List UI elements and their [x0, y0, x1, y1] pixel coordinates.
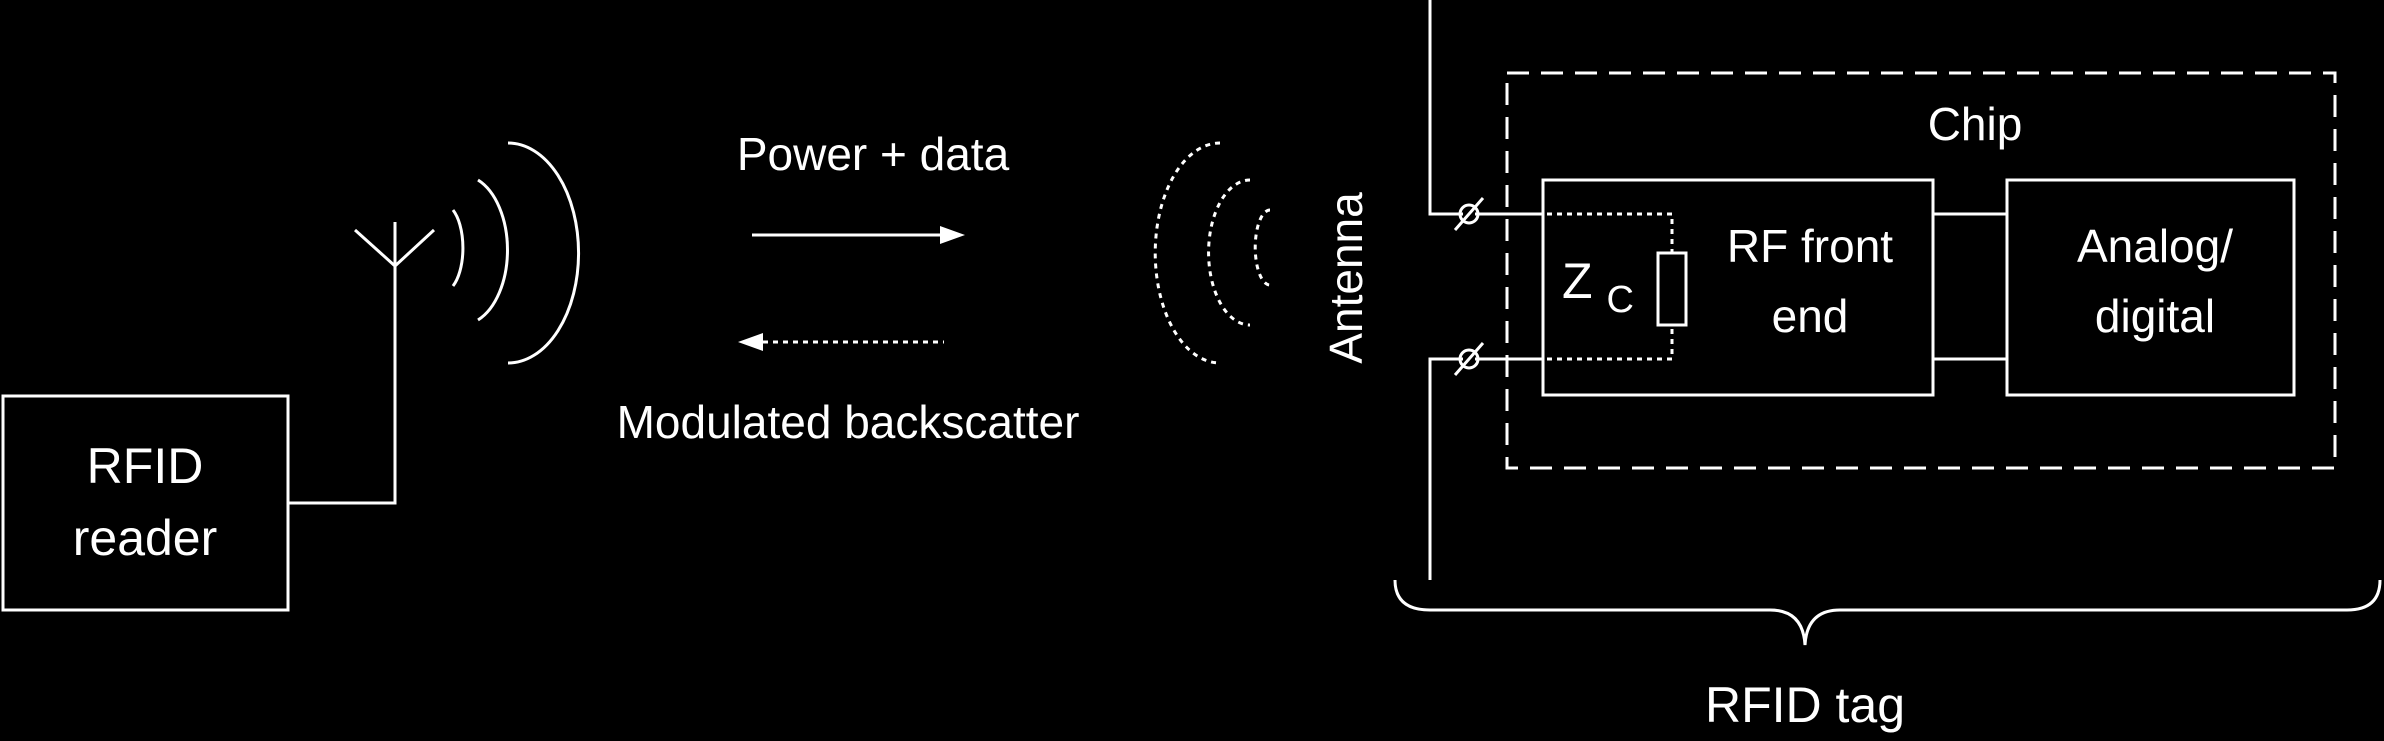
forward-link-label: Power + data [737, 128, 1010, 180]
tag-label: RFID tag [1705, 677, 1905, 733]
upper-terminal-icon [1453, 197, 1485, 231]
tag-brace-icon [1393, 579, 2382, 646]
analog-digital-label-line1: Analog/ [2077, 220, 2233, 272]
rf-to-digital-links [1933, 212, 2007, 361]
reader-antenna-icon [288, 222, 436, 505]
tag-antenna-leads [1428, 0, 1543, 580]
reader-waves-icon [451, 141, 581, 365]
impedance-label: Z C [1562, 253, 1634, 321]
return-link-label: Modulated backscatter [617, 396, 1080, 448]
rf-front-end-label-line1: RF front [1727, 220, 1893, 272]
rf-front-end-label-line2: end [1772, 290, 1849, 342]
lower-terminal-icon [1453, 342, 1485, 376]
chip-impedance-icon [1487, 212, 1688, 361]
impedance-symbol: Z [1562, 253, 1593, 309]
tag-waves-icon [1153, 141, 1271, 365]
impedance-subscript: C [1606, 279, 1633, 321]
return-arrow-icon [738, 333, 944, 351]
rf-front-end-box [1541, 178, 1935, 397]
reader-label-line1: RFID [87, 438, 204, 494]
chip-boundary [1505, 71, 2337, 470]
reader-label-line2: reader [73, 510, 218, 566]
reader-box [1, 394, 290, 612]
analog-digital-label-line2: digital [2095, 290, 2215, 342]
analog-digital-box [2005, 178, 2296, 397]
forward-arrow-icon [752, 226, 965, 244]
chip-label: Chip [1928, 98, 2023, 150]
antenna-label: Antenna [1320, 192, 1372, 364]
